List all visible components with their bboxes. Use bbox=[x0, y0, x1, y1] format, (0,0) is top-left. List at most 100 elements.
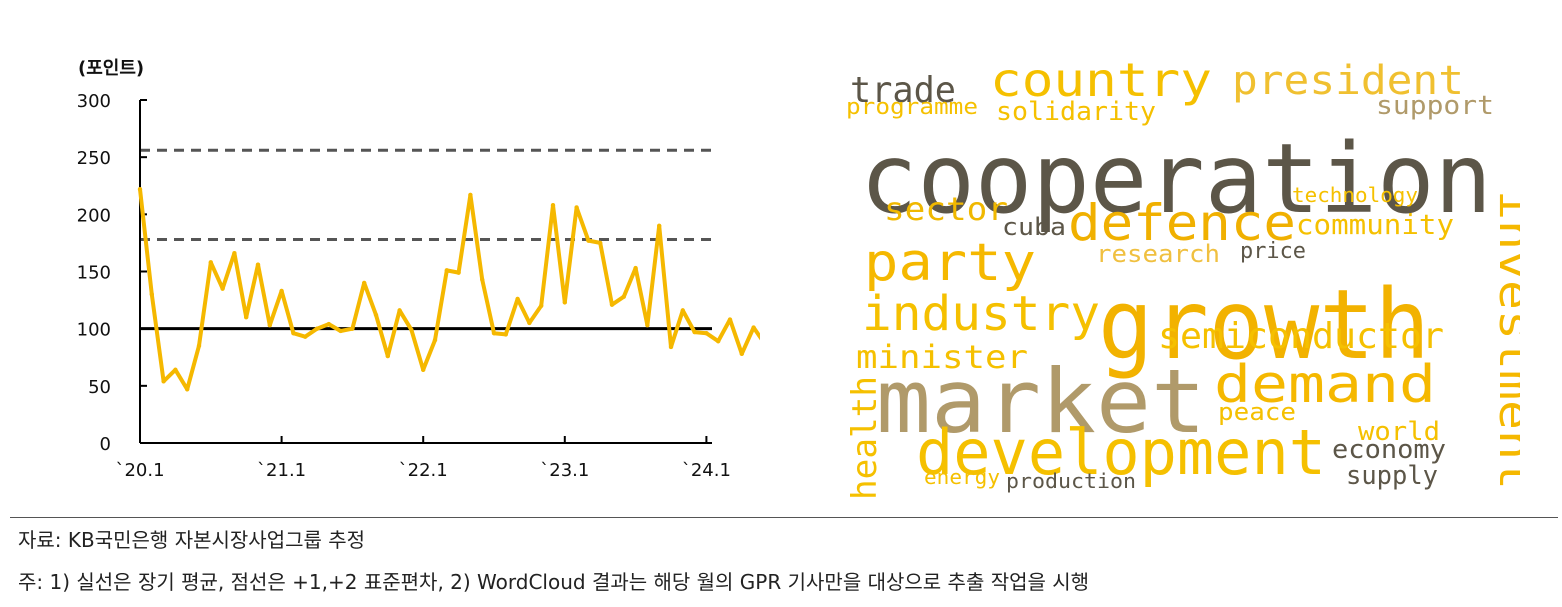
word-demand: demand bbox=[1214, 355, 1436, 415]
x-tick-label: `23.1 bbox=[540, 460, 589, 481]
word-development: development bbox=[916, 416, 1326, 489]
data-point bbox=[397, 308, 402, 313]
data-point bbox=[149, 292, 154, 297]
data-point bbox=[161, 379, 166, 384]
word-programme: programme bbox=[846, 95, 978, 120]
data-point bbox=[550, 202, 556, 208]
series-layer bbox=[137, 186, 760, 392]
x-tick-label: `21.1 bbox=[257, 460, 306, 481]
word-cooperation: cooperation bbox=[860, 123, 1492, 235]
data-point bbox=[373, 312, 379, 318]
data-point bbox=[727, 317, 733, 322]
word-support: support bbox=[1376, 91, 1494, 121]
data-point bbox=[503, 332, 508, 337]
data-point bbox=[491, 331, 497, 336]
data-point bbox=[621, 294, 626, 299]
word-solidarity: solidarity bbox=[996, 97, 1156, 127]
data-point bbox=[692, 329, 697, 335]
word-energy: energy bbox=[924, 465, 1000, 489]
word-industry: industry bbox=[862, 286, 1100, 342]
data-point bbox=[432, 337, 438, 343]
data-point bbox=[232, 251, 237, 256]
data-point bbox=[704, 331, 709, 336]
word-minister: minister bbox=[856, 338, 1028, 376]
data-point bbox=[208, 260, 213, 265]
data-point bbox=[185, 387, 190, 392]
word-party: party bbox=[864, 233, 1036, 293]
data-point bbox=[680, 308, 685, 313]
data-point bbox=[421, 367, 426, 373]
word-research: research bbox=[1096, 240, 1220, 268]
source-note: 자료: KB국민은행 자본시장사업그룹 추정 bbox=[18, 528, 366, 552]
word-market: market bbox=[876, 350, 1206, 453]
data-point bbox=[657, 223, 662, 228]
data-point bbox=[350, 326, 355, 331]
data-point bbox=[456, 270, 461, 275]
data-point bbox=[739, 351, 744, 357]
y-tick-label: 150 bbox=[77, 263, 111, 284]
data-point bbox=[338, 328, 343, 334]
data-point bbox=[173, 367, 178, 373]
data-point bbox=[468, 192, 473, 198]
data-point bbox=[633, 265, 638, 271]
axes: 0 50 100 150 200 250 300 `20.1 `21.1 `22.1 `23.1 `2… bbox=[77, 91, 731, 481]
x-tick-label: `22.1 bbox=[399, 460, 448, 481]
word-economy: economy bbox=[1332, 435, 1446, 465]
data-point bbox=[527, 320, 532, 326]
word-world: world bbox=[1358, 417, 1440, 447]
word-semiconductor: semiconductor bbox=[1158, 316, 1444, 357]
word-investment: investment bbox=[1489, 190, 1520, 490]
x-tick-label: `24.1 bbox=[682, 460, 731, 481]
word-supply: supply bbox=[1346, 461, 1438, 491]
x-tick-label: `20.1 bbox=[115, 460, 164, 481]
word-growth: growth bbox=[1098, 269, 1430, 381]
data-point bbox=[444, 268, 449, 273]
data-point bbox=[279, 288, 284, 294]
word-technology: technology bbox=[1292, 183, 1418, 207]
data-point bbox=[220, 286, 225, 291]
data-point bbox=[326, 321, 331, 327]
word-cuba: cuba bbox=[1002, 213, 1066, 241]
data-point bbox=[539, 303, 544, 308]
word-country: country bbox=[990, 53, 1212, 107]
word-sector: sector bbox=[884, 190, 1008, 228]
y-tick-label: 300 bbox=[77, 91, 111, 112]
word-price: price bbox=[1240, 239, 1306, 264]
series-line-0 bbox=[138, 187, 760, 392]
data-point bbox=[598, 240, 603, 246]
footer-divider bbox=[10, 517, 1558, 518]
word-president: president bbox=[1232, 58, 1464, 104]
data-point bbox=[291, 331, 296, 336]
word-trade: trade bbox=[850, 70, 956, 111]
data-point bbox=[480, 277, 485, 282]
data-point bbox=[137, 186, 143, 192]
data-point bbox=[362, 280, 367, 286]
data-point bbox=[609, 302, 615, 307]
y-tick-label: 200 bbox=[77, 205, 111, 226]
data-point bbox=[574, 205, 579, 210]
footnote: 주: 1) 실선은 장기 평균, 점선은 +1,+2 표준편차, 2) Word… bbox=[18, 570, 1090, 594]
data-point bbox=[244, 315, 249, 320]
y-unit-label: (포인트) bbox=[78, 58, 144, 79]
y-tick-label: 250 bbox=[77, 148, 111, 169]
data-point bbox=[409, 327, 414, 333]
data-point bbox=[645, 323, 650, 328]
data-point bbox=[751, 325, 756, 330]
data-point bbox=[562, 300, 567, 305]
data-point bbox=[255, 262, 261, 267]
y-tick-label: 50 bbox=[88, 377, 111, 398]
word-production: production bbox=[1006, 469, 1136, 493]
data-point bbox=[716, 339, 721, 344]
reference-lines bbox=[140, 148, 712, 331]
data-point bbox=[586, 238, 591, 243]
y-tick-label: 100 bbox=[77, 320, 111, 341]
gpr-line-chart: (포인트) 0 50 100 150 200 250 300 `20.1 `21.1 `22.1 `… bbox=[77, 58, 760, 481]
word-community: community bbox=[1296, 208, 1454, 241]
y-tick-label: 0 bbox=[100, 434, 111, 455]
data-point bbox=[196, 343, 202, 349]
data-point bbox=[515, 296, 520, 302]
word-health: health bbox=[845, 376, 885, 500]
data-point bbox=[303, 334, 308, 339]
data-point bbox=[668, 344, 674, 350]
